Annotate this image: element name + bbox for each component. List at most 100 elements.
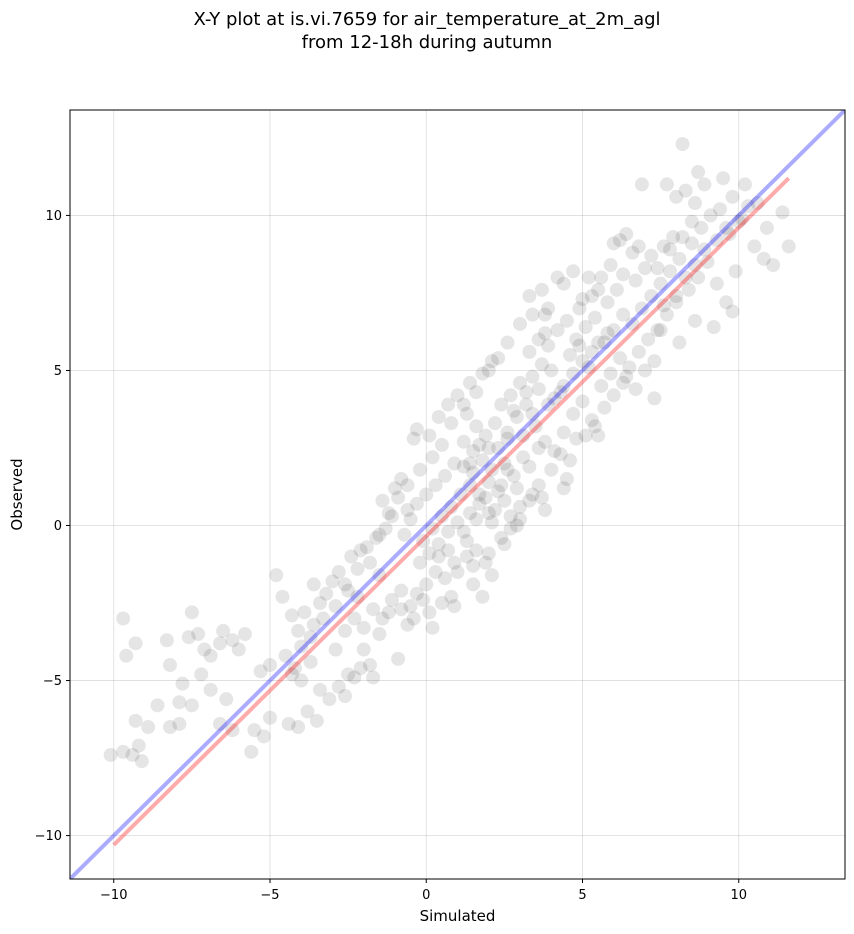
data-point xyxy=(669,189,684,204)
data-point xyxy=(406,431,421,446)
data-point xyxy=(556,378,571,393)
data-point xyxy=(666,230,681,245)
data-point xyxy=(263,658,277,673)
data-point xyxy=(347,611,362,626)
data-point xyxy=(434,509,449,524)
data-point xyxy=(263,710,277,725)
data-point xyxy=(472,437,487,452)
data-point xyxy=(247,723,262,738)
data-point xyxy=(338,577,352,592)
data-point xyxy=(656,298,671,313)
data-point xyxy=(422,605,437,620)
data-point xyxy=(491,484,506,499)
data-point xyxy=(613,233,627,248)
data-point xyxy=(384,592,399,607)
data-point xyxy=(603,366,618,381)
data-point xyxy=(472,487,487,502)
data-point xyxy=(750,196,765,211)
data-point xyxy=(419,487,434,502)
chart-title-line-2: from 12-18h during autumn xyxy=(301,32,553,53)
data-point xyxy=(556,481,571,496)
data-point xyxy=(525,369,540,384)
data-point xyxy=(441,397,456,412)
data-point xyxy=(372,627,387,642)
data-point xyxy=(253,664,268,679)
data-point xyxy=(400,503,415,518)
y-tick-label: −5 xyxy=(43,674,62,689)
data-point xyxy=(519,385,534,400)
data-point xyxy=(759,220,774,235)
data-point xyxy=(697,242,712,257)
data-point xyxy=(463,478,477,493)
data-point xyxy=(381,605,396,620)
data-point xyxy=(684,236,699,251)
data-point xyxy=(522,344,537,359)
data-point xyxy=(316,611,331,626)
data-point xyxy=(353,543,368,558)
data-point xyxy=(400,478,415,493)
data-point xyxy=(372,568,387,583)
x-tick-label: 10 xyxy=(730,888,747,903)
data-point xyxy=(413,555,427,570)
data-point xyxy=(591,428,606,443)
data-point xyxy=(425,450,440,465)
data-point xyxy=(291,720,306,735)
data-point xyxy=(547,444,562,459)
data-point xyxy=(534,490,549,505)
data-point xyxy=(663,242,677,257)
data-point xyxy=(697,177,712,192)
data-point xyxy=(213,636,227,651)
data-point xyxy=(638,261,652,276)
data-point xyxy=(456,434,471,449)
data-point xyxy=(484,462,499,477)
data-point xyxy=(616,307,631,322)
data-point xyxy=(688,258,702,273)
data-point xyxy=(103,747,118,762)
data-point xyxy=(781,239,796,254)
data-point xyxy=(606,236,621,251)
data-point xyxy=(575,394,590,409)
x-tick-label: −5 xyxy=(260,888,279,903)
data-point xyxy=(525,307,540,322)
data-point xyxy=(466,444,481,459)
data-point xyxy=(591,335,606,350)
data-point xyxy=(456,459,471,474)
data-point xyxy=(331,565,346,580)
data-point xyxy=(581,360,596,375)
data-point xyxy=(456,397,471,412)
data-point xyxy=(719,295,734,310)
data-point xyxy=(513,316,527,331)
data-point xyxy=(313,682,327,697)
data-point xyxy=(375,493,390,508)
data-point xyxy=(622,360,637,375)
data-point xyxy=(516,450,531,465)
data-point xyxy=(363,658,377,673)
data-point xyxy=(603,258,618,273)
data-point xyxy=(478,428,493,443)
data-point xyxy=(738,177,752,192)
data-point xyxy=(184,605,199,620)
data-point xyxy=(369,530,384,545)
data-point xyxy=(669,295,684,310)
data-point xyxy=(756,251,771,266)
data-point xyxy=(509,481,524,496)
data-point xyxy=(700,254,715,269)
data-point xyxy=(481,546,496,561)
chart-title-line-1: X-Y plot at is.vi.7659 for air_temperatu… xyxy=(193,9,661,30)
data-point xyxy=(644,289,659,304)
data-point xyxy=(538,434,552,449)
data-point xyxy=(172,695,187,710)
data-point xyxy=(631,344,646,359)
data-point xyxy=(722,227,737,242)
data-point xyxy=(563,453,577,468)
data-point xyxy=(194,667,209,682)
y-tick-label: 0 xyxy=(54,519,62,534)
data-point xyxy=(163,658,177,673)
data-point xyxy=(731,214,746,229)
data-point xyxy=(659,177,674,192)
data-point xyxy=(325,574,340,589)
data-point xyxy=(313,596,327,611)
data-point xyxy=(741,199,756,214)
data-point xyxy=(431,537,446,552)
data-point xyxy=(447,599,462,614)
